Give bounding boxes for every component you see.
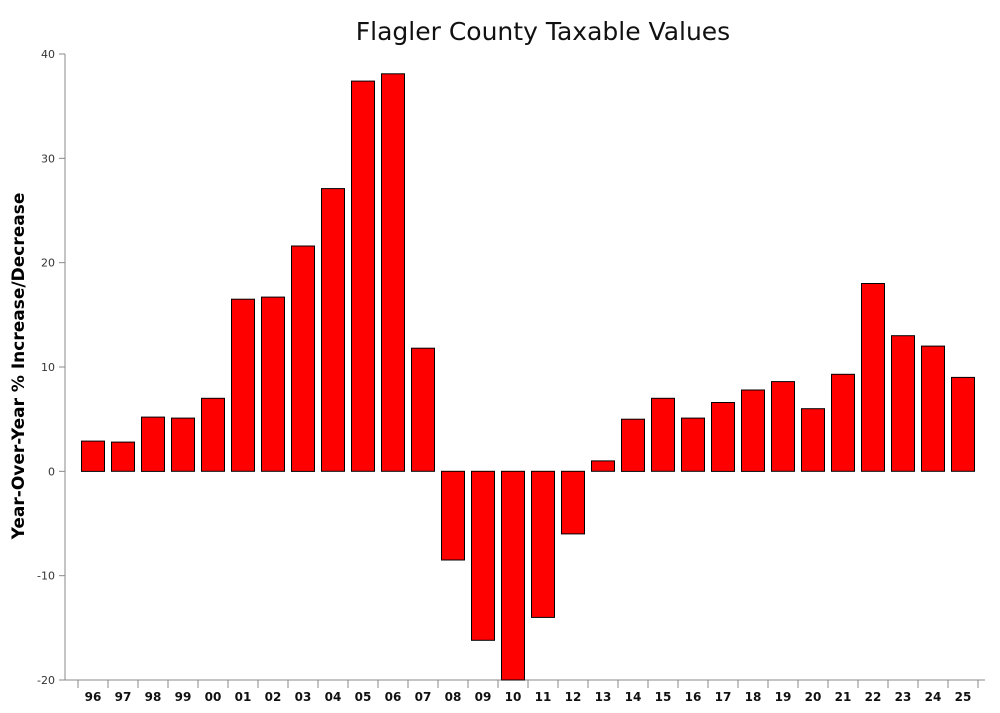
x-tick-label: 13 [595, 690, 612, 704]
bar-19 [771, 381, 795, 472]
y-tick-label: -20 [37, 674, 55, 687]
x-tick-label: 06 [385, 690, 402, 704]
x-tick-label: 16 [685, 690, 702, 704]
bar-21 [831, 373, 855, 472]
y-tick-label: 0 [48, 465, 55, 478]
bar-25 [951, 376, 975, 472]
x-tick-label: 14 [625, 690, 642, 704]
x-tick-label: 22 [865, 690, 882, 704]
y-ticks-group: 40 30 20 10 0 -10 -20 [37, 48, 65, 687]
x-tick-label: 01 [235, 690, 252, 704]
x-tick-label: 12 [565, 690, 582, 704]
bar-09 [471, 470, 495, 641]
x-tick-label: 23 [895, 690, 912, 704]
bar-20 [801, 408, 825, 472]
x-tick-label: 15 [655, 690, 672, 704]
y-tick-label: -10 [37, 570, 55, 583]
x-tick-label: 96 [85, 690, 102, 704]
bar-98 [141, 416, 165, 472]
bar-04 [321, 188, 345, 472]
bar-12 [561, 470, 585, 535]
bar-06 [381, 73, 405, 472]
bar-23 [891, 335, 915, 472]
bar-11 [531, 470, 555, 618]
x-tick-label: 99 [175, 690, 192, 704]
x-tick-label: 05 [355, 690, 372, 704]
y-tick-label: 30 [41, 152, 55, 165]
x-tick-label: 11 [535, 690, 552, 704]
x-tick-label: 03 [295, 690, 312, 704]
bar-08 [441, 470, 465, 561]
x-tick-label: 08 [445, 690, 462, 704]
bars-group [81, 73, 975, 681]
y-tick-label: 40 [41, 48, 55, 61]
y-tick-label: 20 [41, 257, 55, 270]
x-tick-label: 98 [145, 690, 162, 704]
bar-96 [81, 440, 105, 472]
bar-03 [291, 245, 315, 472]
x-tick-label: 19 [775, 690, 792, 704]
x-tick-label: 09 [475, 690, 492, 704]
bar-05 [351, 80, 375, 472]
bar-24 [921, 345, 945, 472]
x-tick-label: 97 [115, 690, 132, 704]
bar-99 [171, 417, 195, 472]
y-axis-label: Year-Over-Year % Increase/Decrease [9, 193, 29, 541]
bar-13 [591, 460, 615, 472]
bar-07 [411, 347, 435, 472]
chart-title: Flagler County Taxable Values [356, 17, 730, 46]
x-tick-label: 07 [415, 690, 432, 704]
x-tick-label: 10 [505, 690, 522, 704]
x-tick-label: 18 [745, 690, 762, 704]
x-tick-label: 24 [925, 690, 942, 704]
bar-01 [231, 298, 255, 472]
bar-00 [201, 397, 225, 472]
x-tick-label: 17 [715, 690, 732, 704]
x-tick-label: 02 [265, 690, 282, 704]
bar-97 [111, 441, 135, 472]
bar-18 [741, 389, 765, 472]
bar-10 [501, 470, 525, 681]
x-tick-label: 00 [205, 690, 222, 704]
bar-02 [261, 296, 285, 472]
x-tick-label: 25 [955, 690, 972, 704]
x-tick-label: 21 [835, 690, 852, 704]
x-ticks-group: 96 97 98 99 00 01 02 03 04 05 06 07 08 09 10 11 12 13 14 15… [77, 680, 979, 704]
x-tick-label: 04 [325, 690, 342, 704]
bar-22 [861, 283, 885, 472]
bar-14 [621, 418, 645, 472]
x-tick-label: 20 [805, 690, 822, 704]
y-tick-label: 10 [41, 361, 55, 374]
bar-16 [681, 417, 705, 472]
bar-17 [711, 402, 735, 472]
bar-15 [651, 397, 675, 472]
